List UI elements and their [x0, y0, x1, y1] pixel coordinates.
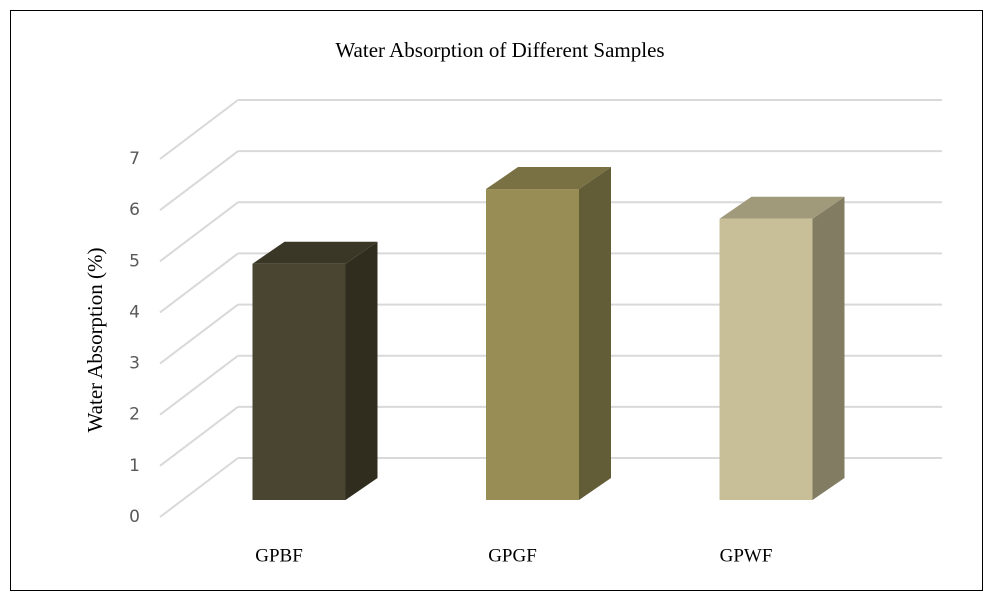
x-tick-label: GPGF — [488, 545, 537, 566]
bar — [486, 189, 579, 500]
grid-line-side — [159, 150, 239, 211]
grid-line-side — [159, 252, 239, 314]
bar-top — [252, 241, 378, 264]
y-tick-label: 1 — [129, 456, 140, 476]
bar-top — [719, 196, 845, 219]
bar — [252, 263, 346, 500]
bar-top — [486, 167, 611, 190]
grid-line-side — [159, 354, 239, 416]
bar-side — [812, 196, 845, 500]
grid-line-side — [159, 201, 239, 263]
y-axis-label: Water Absorption (%) — [83, 248, 107, 433]
y-tick-label: 2 — [129, 405, 140, 425]
grid-line-side — [159, 99, 239, 160]
x-tick-label: GPBF — [255, 545, 303, 566]
y-tick-label: 3 — [129, 354, 140, 374]
y-tick-label: 5 — [129, 251, 140, 271]
x-tick-label: GPWF — [720, 545, 773, 566]
y-tick-label: 7 — [129, 149, 140, 169]
grid-line-side — [159, 303, 239, 365]
grid-line-side — [159, 457, 239, 518]
grid-line-side — [159, 406, 239, 467]
bar-side — [345, 241, 378, 500]
bar-side — [579, 167, 611, 500]
chart-title: Water Absorption of Different Samples — [335, 38, 664, 62]
bar — [719, 218, 813, 500]
y-tick-label: 0 — [129, 507, 140, 527]
y-tick-label: 6 — [129, 200, 140, 220]
y-tick-label: 4 — [129, 302, 140, 322]
